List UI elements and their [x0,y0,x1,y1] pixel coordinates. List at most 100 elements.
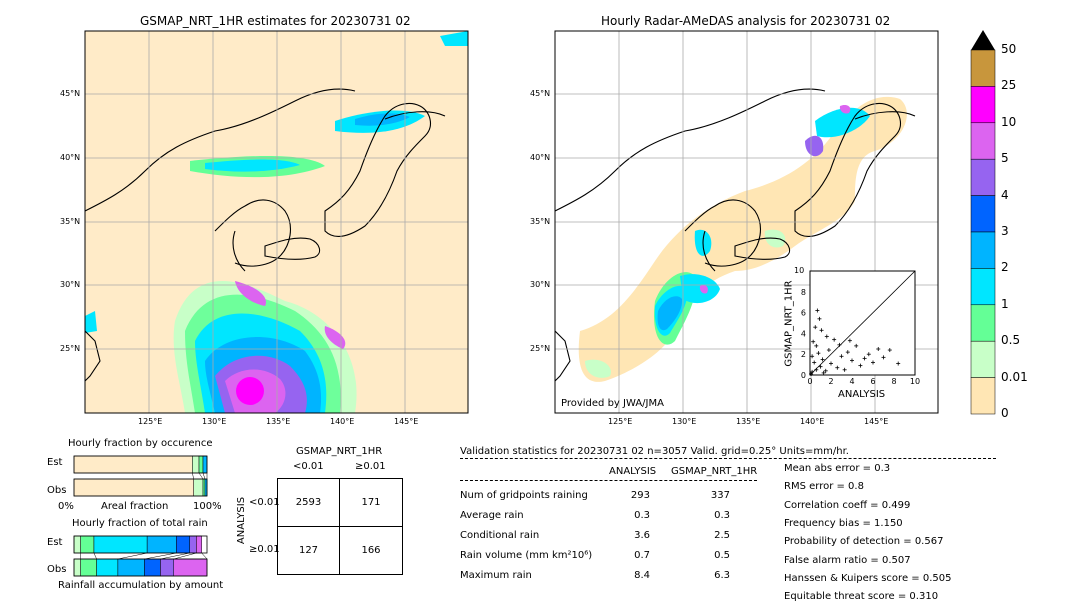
fraction-bar-segment [176,535,190,554]
fraction-bar-segment [160,558,174,577]
right-lon-tick: 135°E [736,417,761,426]
right-lon-tick: 130°E [672,417,697,426]
scatter-point [815,308,820,313]
cell-hit-none: 2593 [295,497,322,508]
stat-gsmap-value: 6.3 [714,570,730,581]
scatter-point [829,361,833,366]
fraction-bar-segment [96,558,119,577]
scatter-point [816,351,821,356]
score-line: Probability of detection = 0.567 [784,536,944,548]
scatter-point [862,356,867,361]
colorbar-segment [970,304,996,342]
left-lon-tick: 125°E [138,417,163,426]
scatter-x-tick: 6 [870,377,875,386]
scatter-point [826,348,831,353]
fraction-bar-outline [73,478,208,497]
left-lon-tick: 135°E [266,417,291,426]
right-lon-tick: 125°E [608,417,633,426]
right-coastline [554,88,916,382]
contingency-title: GSMAP_NRT_1HR [296,446,383,457]
colorbar [970,30,996,415]
scatter-point [876,347,881,351]
contingency-row1: <0.01 [249,497,280,508]
colorbar-tick-label: 0 [1001,406,1009,420]
scatter-point [819,328,824,333]
left-lat-tick: 35°N [60,217,81,226]
left-lat-tick: 30°N [60,280,81,289]
scatter-point [887,348,892,353]
scatter-point [896,361,901,366]
scatter-point [850,358,854,363]
contingency-row2: ≥0.01 [249,544,280,555]
colorbar-tick-label: 50 [1001,42,1017,56]
left-map-title: GSMAP_NRT_1HR estimates for 20230731 02 [140,14,411,28]
scatter-xlabel: ANALYSIS [838,389,886,400]
right-lon-tick: 145°E [864,417,889,426]
stat-gsmap-value: 0.5 [714,550,730,561]
stat-label: Num of gridpoints raining [460,490,588,501]
score-line: Mean abs error = 0.3 [784,463,891,474]
right-lat-tick: 35°N [530,217,551,226]
map-credit: Provided by JWA/JMA [561,398,664,409]
scatter-y-tick: 8 [801,288,806,297]
amount-title: Hourly fraction of total rain [72,518,208,529]
col-gsmap: GSMAP_NRT_1HR [671,466,758,477]
stat-analysis-value: 293 [630,490,650,501]
colorbar-tick-label: 4 [1001,187,1009,202]
validation-header: Validation statistics for 20230731 02 n=… [460,446,849,457]
colorbar-segment [970,231,996,269]
right-grid [555,31,938,413]
axis-hundred: 100% [193,501,222,512]
fraction-bar-segment [196,535,202,554]
stat-gsmap-value: 2.5 [714,530,730,541]
scatter-x-tick: 8 [891,377,896,386]
cell-hit: 166 [361,545,381,556]
scatter-y-tick: 2 [801,350,806,359]
left-lon-tick: 130°E [202,417,227,426]
fraction-bar-segment [192,455,200,474]
scatter-point [858,363,863,368]
right-lat-tick: 40°N [530,153,551,162]
score-line: Hanssen & Kuipers score = 0.505 [784,572,952,584]
scatter-point [811,339,816,344]
stat-label: Conditional rain [460,530,540,541]
contingency-side: ANALYSIS [236,496,248,545]
colorbar-tick-label: 3 [1001,224,1009,238]
fraction-bar-segment [189,535,197,554]
stat-gsmap-value: 337 [710,490,730,501]
scatter-point [839,354,844,359]
validation-col-rule [460,480,757,481]
fraction-connector [202,472,206,480]
fraction-bar-segment [73,478,194,497]
stat-analysis-value: 8.4 [634,570,650,581]
fraction-bar-segment [144,558,161,577]
cell-miss: 127 [298,545,319,556]
scatter-y-tick: 0 [801,371,806,380]
fraction-bar-segment [202,478,206,497]
contingency-col2: ≥0.01 [355,461,386,472]
scatter-point [823,368,828,373]
scatter-point [824,334,829,339]
amount-footer: Rainfall accumulation by amount [58,580,224,591]
fraction-bar-segment [80,558,97,577]
score-line: Correlation coeff = 0.499 [784,499,911,511]
fraction-bar-outline [73,558,208,577]
fraction-bar-outline [73,455,208,474]
stat-analysis-value: 0.3 [634,510,650,521]
right-lon-tick: 140°E [800,417,825,426]
colorbar-segment [970,268,996,306]
left-coastline [84,88,446,382]
scatter-y-tick: 4 [801,329,806,338]
colorbar-segment [970,377,996,415]
colorbar-tick-label: 0.01 [1001,369,1028,384]
scatter-inset: 00 2 2 4 4 6 6 8 8 10 [801,270,920,386]
axis-mid: Areal fraction [101,501,169,512]
right-rain-field [578,96,907,382]
fraction-connector [198,472,204,480]
score-line: False alarm ratio = 0.507 [784,554,911,566]
scatter-x-tick: 10 [910,377,920,386]
left-lat-tick: 45°N [60,89,81,98]
scatter-point [813,325,818,330]
fraction-connector [117,552,148,560]
left-rain-field [85,31,468,413]
